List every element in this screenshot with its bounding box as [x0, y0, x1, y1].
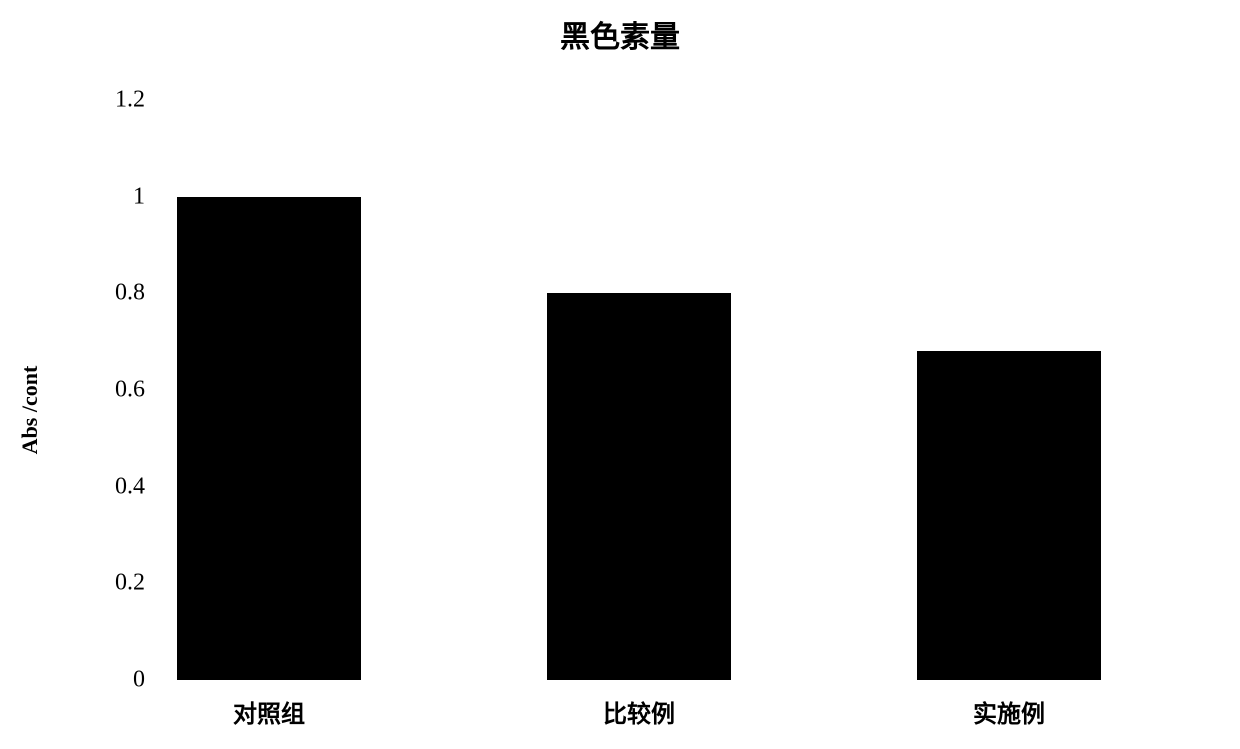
y-tick-label: 0.2 — [60, 570, 145, 597]
bar — [547, 293, 731, 680]
y-tick-label: 1 — [60, 183, 145, 210]
y-tick-label: 0.4 — [60, 473, 145, 500]
bar — [177, 197, 361, 680]
x-tick-label: 实施例 — [973, 694, 1045, 729]
plot-area — [155, 100, 1205, 680]
y-tick-label: 1.2 — [60, 87, 145, 114]
y-tick-label: 0 — [60, 667, 145, 694]
x-tick-label: 对照组 — [233, 694, 305, 729]
y-tick-label: 0.8 — [60, 280, 145, 307]
chart-title: 黑色素量 — [0, 12, 1240, 56]
y-tick-label: 0.6 — [60, 377, 145, 404]
y-axis-label: Abs /cont — [17, 366, 43, 455]
x-tick-label: 比较例 — [603, 694, 675, 729]
bar — [917, 351, 1101, 680]
